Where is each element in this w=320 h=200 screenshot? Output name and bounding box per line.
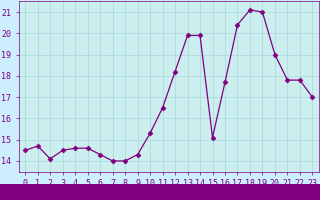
X-axis label: Windchill (Refroidissement éolien,°C): Windchill (Refroidissement éolien,°C) xyxy=(69,190,268,199)
